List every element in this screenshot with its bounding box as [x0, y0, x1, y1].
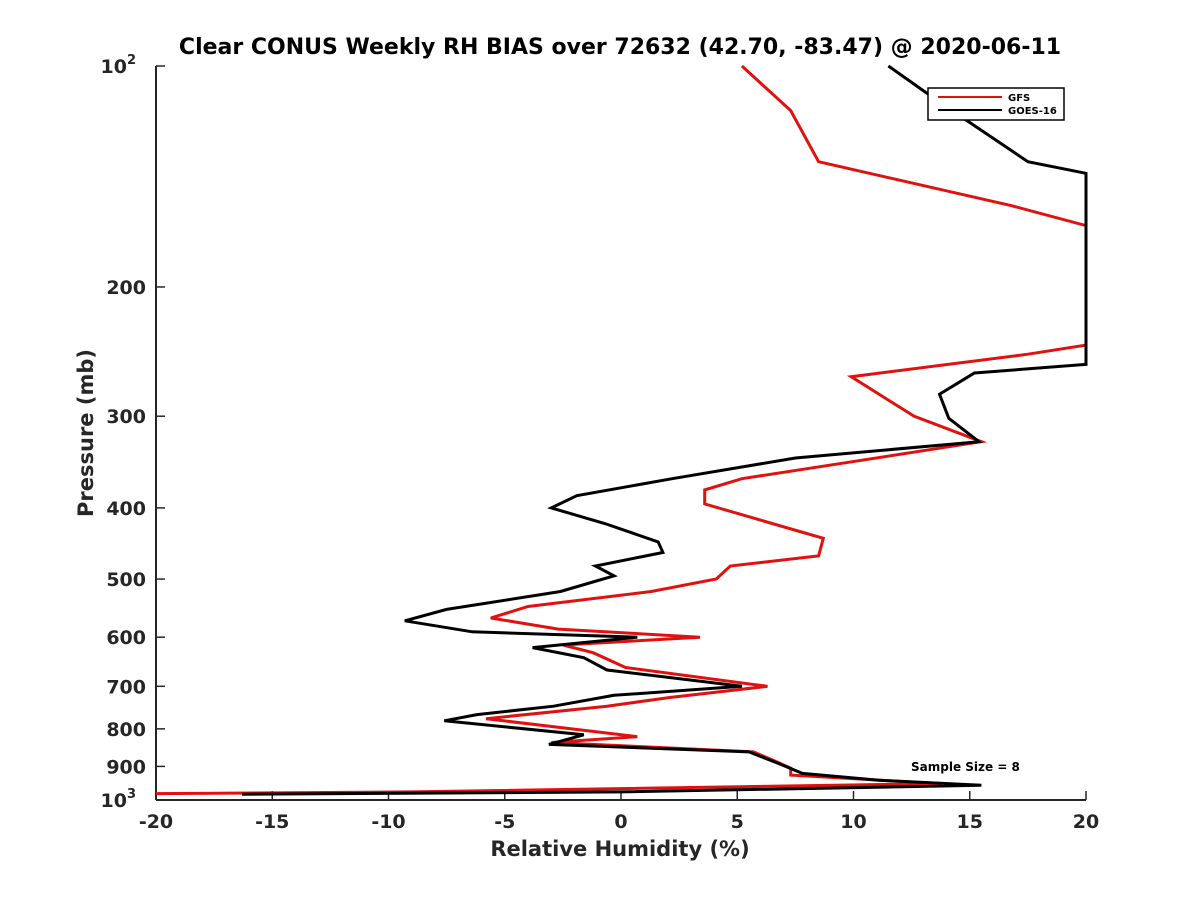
y-tick-label: 102 — [101, 53, 137, 78]
x-tick-label: 15 — [957, 811, 983, 833]
x-tick-label: 5 — [731, 811, 744, 833]
y-tick-label: 800 — [106, 719, 146, 741]
series-line-gfs — [155, 64, 1088, 796]
legend-label-gfs: GFS — [1008, 93, 1030, 104]
y-tick-label: 300 — [106, 406, 146, 428]
x-tick-label: -15 — [255, 811, 289, 833]
x-tick-label: 20 — [1073, 811, 1099, 833]
y-tick-label: 400 — [106, 498, 146, 520]
legend: GFS GOES-16 — [927, 87, 1065, 121]
x-tick-label: -5 — [494, 811, 515, 833]
chart-title: Clear CONUS Weekly RH BIAS over 72632 (4… — [179, 35, 1061, 60]
x-tick-label: -20 — [139, 811, 173, 833]
x-tick-label: 0 — [614, 811, 627, 833]
legend-label-goes-16: GOES-16 — [1008, 106, 1057, 117]
x-tick-label: -10 — [371, 811, 405, 833]
y-tick-label: 900 — [106, 756, 146, 778]
x-tick-label: 10 — [840, 811, 866, 833]
y-axis-label: Pressure (mb) — [74, 349, 98, 517]
series-layer — [155, 64, 1088, 796]
plot-area — [155, 66, 1086, 801]
y-ticks: 102 200 300 400 500 600 700 800 900 103 — [101, 53, 165, 812]
x-axis-label: Relative Humidity (%) — [490, 837, 749, 861]
series-line-goes-16 — [241, 64, 1088, 796]
x-ticks: -20 -15 -10 -5 0 5 10 15 20 — [139, 791, 1099, 833]
y-tick-label: 700 — [106, 676, 146, 698]
y-tick-label: 500 — [106, 569, 146, 591]
sample-size-annotation: Sample Size = 8 — [911, 760, 1020, 774]
y-tick-label: 103 — [101, 787, 137, 812]
y-tick-label: 200 — [106, 277, 146, 299]
y-tick-label: 600 — [106, 627, 146, 649]
legend-box — [927, 87, 1065, 121]
